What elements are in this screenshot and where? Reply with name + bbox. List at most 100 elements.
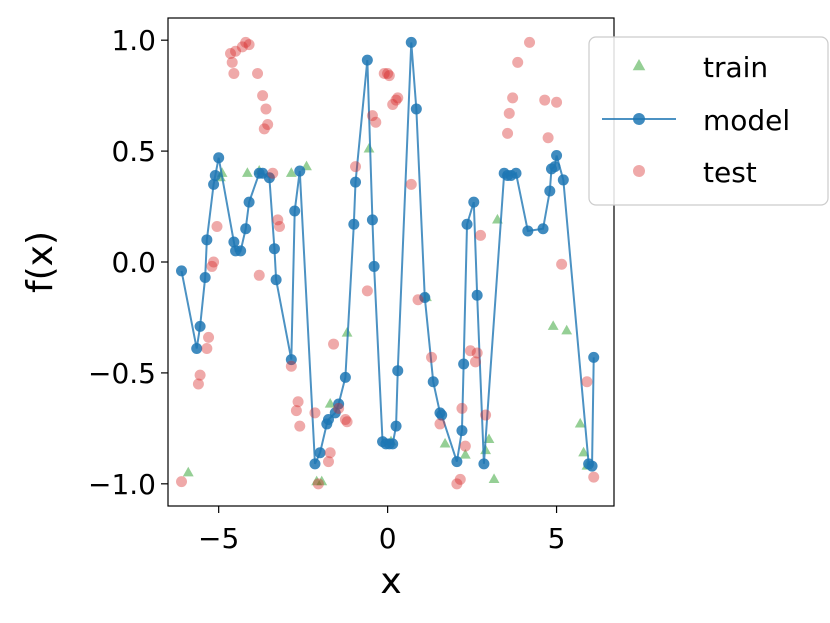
model-point [471, 289, 483, 301]
test-point [350, 161, 362, 173]
model-point [551, 150, 563, 162]
train-point [547, 320, 559, 330]
test-point [507, 92, 519, 104]
test-point [361, 285, 373, 297]
model-point [270, 274, 282, 286]
model-point [333, 398, 345, 410]
model-point [557, 174, 569, 186]
test-point [274, 221, 285, 233]
model-point [537, 223, 549, 235]
model-point [213, 152, 225, 164]
test-points [176, 36, 600, 490]
model-point [329, 407, 341, 419]
legend-label-train: train [703, 51, 768, 84]
test-point [225, 47, 237, 59]
test-point [539, 94, 551, 106]
model-point [461, 218, 473, 230]
model-point [350, 176, 362, 188]
test-point [464, 345, 476, 357]
model-point [314, 447, 326, 459]
test-point [257, 90, 269, 102]
test-point [390, 94, 402, 106]
train-point [316, 475, 328, 486]
test-point [383, 70, 395, 82]
train-point [363, 142, 375, 153]
train-point [488, 473, 500, 483]
model-series [176, 36, 600, 472]
test-point [456, 402, 468, 414]
model-point [510, 167, 522, 179]
model-point [268, 243, 280, 255]
test-point [588, 471, 600, 483]
y-tick-label: −0.5 [88, 357, 156, 390]
train-points [182, 142, 593, 486]
test-point [503, 107, 515, 119]
test-point [542, 132, 554, 144]
model-point [458, 358, 470, 370]
model-point [390, 420, 402, 432]
x-axis-label: x [380, 561, 401, 602]
test-point [475, 229, 487, 241]
model-point [209, 169, 221, 181]
y-tick-label: 1.0 [111, 24, 156, 57]
legend-box [588, 36, 829, 206]
model-point [549, 161, 561, 173]
model-point [368, 260, 380, 272]
test-point [253, 269, 265, 281]
model-point [410, 103, 422, 115]
test-point [228, 67, 240, 79]
test-point [378, 67, 390, 79]
test-point [285, 360, 297, 372]
y-axis-label: f(x) [20, 231, 61, 293]
legend-label-test: test [703, 156, 757, 189]
y-tick-label: 0.5 [111, 135, 156, 168]
test-point [267, 167, 279, 179]
test-point [333, 402, 345, 414]
test-point [551, 96, 563, 108]
model-point [243, 196, 255, 208]
test-point [243, 39, 255, 51]
model-point [451, 456, 463, 468]
test-point [341, 416, 353, 428]
model-point [361, 54, 373, 66]
test-point [387, 99, 399, 111]
x-tick-label: 0 [379, 522, 397, 555]
test-point [258, 123, 270, 135]
train-point [439, 437, 451, 448]
train-point [182, 466, 194, 477]
test-point [382, 67, 394, 79]
test-point [226, 56, 238, 68]
test-point [260, 103, 272, 115]
model-point [322, 413, 334, 425]
train-point [561, 324, 573, 335]
model-point [176, 265, 188, 277]
test-point [309, 407, 321, 419]
test-point [290, 405, 302, 417]
model-point [240, 223, 252, 235]
test-point [272, 214, 284, 226]
train-point [242, 167, 253, 177]
legend-label-model: model [703, 104, 790, 137]
legend-test-marker [633, 165, 645, 177]
y-tick-label: 0.0 [111, 246, 156, 279]
test-point [512, 56, 524, 68]
train-point [459, 448, 471, 459]
model-point [427, 376, 439, 388]
test-point [524, 36, 536, 48]
model-point [586, 460, 598, 472]
test-point [459, 440, 471, 452]
test-point [412, 294, 424, 306]
train-point [578, 446, 589, 457]
test-point [201, 343, 213, 355]
test-point [328, 338, 340, 350]
model-point [201, 234, 213, 246]
test-point [469, 356, 481, 368]
model-point [478, 458, 490, 470]
test-point [194, 369, 206, 381]
legend-model-marker [633, 113, 645, 125]
model-point [392, 365, 404, 377]
test-point [366, 110, 378, 122]
test-point [230, 45, 242, 57]
model-point [468, 196, 480, 208]
test-point [324, 447, 336, 459]
